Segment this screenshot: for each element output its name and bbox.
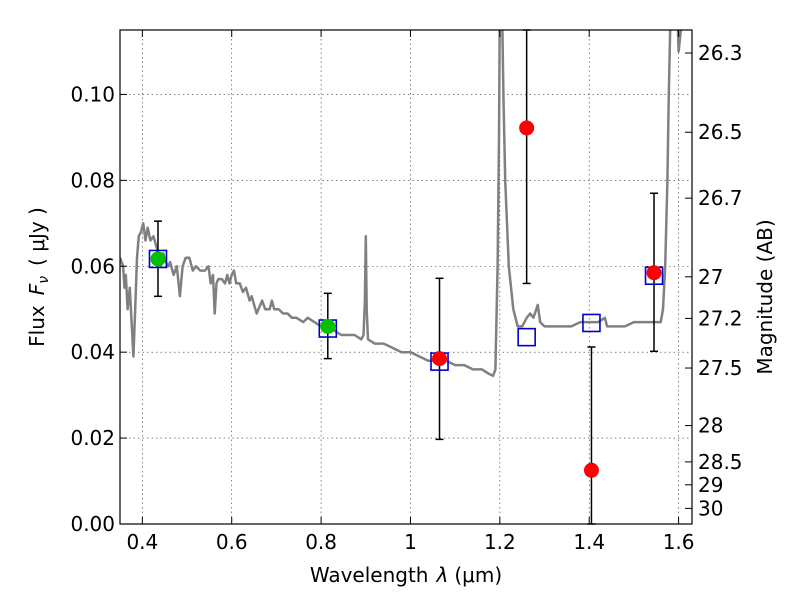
y-tick-label: 0.00 bbox=[70, 512, 115, 536]
spectrum-series bbox=[120, 30, 683, 378]
y-tick-label: 0.04 bbox=[70, 340, 115, 364]
observed-point bbox=[583, 462, 599, 478]
x-tick-label: 1.4 bbox=[573, 530, 605, 554]
y2-tick-label: 26.3 bbox=[698, 41, 743, 65]
y-tick-label: 0.06 bbox=[70, 254, 115, 278]
y-axis-label: FluxFν( μJy ) bbox=[25, 207, 52, 347]
grid-lines bbox=[120, 30, 692, 525]
observed-point bbox=[519, 120, 535, 136]
observed-point bbox=[432, 351, 448, 367]
y2-tick-label: 29 bbox=[698, 473, 723, 497]
x-tick-label: 0.8 bbox=[305, 530, 337, 554]
x-tick-label: 0.6 bbox=[216, 530, 248, 554]
y2-tick-label: 27 bbox=[698, 265, 723, 289]
x-tick-label: 1 bbox=[404, 530, 417, 554]
y2-axis-label: Magnitude (AB) bbox=[753, 219, 777, 374]
y-tick-label: 0.08 bbox=[70, 168, 115, 192]
y2-tick-label: 28.5 bbox=[698, 450, 743, 474]
plot-frame bbox=[119, 29, 693, 525]
y2-tick-label: 26.7 bbox=[698, 186, 743, 210]
y2-tick-label: 27.5 bbox=[698, 356, 743, 380]
y2-tick-label: 28 bbox=[698, 414, 723, 438]
axis-ticks: 0.4 0.6 0.8 1 1.2 1.4 1.6 0.00 0.02 0.04 0.06 0.08 0… bbox=[70, 30, 743, 554]
model-band-marker bbox=[582, 313, 601, 333]
observed-point bbox=[320, 318, 336, 334]
y2-tick-label: 26.5 bbox=[698, 120, 743, 144]
y-tick-label: 0.02 bbox=[70, 426, 115, 450]
data-point-series bbox=[148, 29, 664, 525]
y2-tick-label: 27.2 bbox=[698, 306, 743, 330]
x-axis-label: Wavelength λ (μm) bbox=[310, 563, 502, 587]
x-tick-label: 1.6 bbox=[663, 530, 695, 554]
observed-point bbox=[646, 265, 662, 281]
spectrum-line bbox=[120, 30, 683, 378]
observed-point bbox=[150, 251, 166, 267]
x-tick-label: 0.4 bbox=[126, 530, 158, 554]
x-tick-label: 1.2 bbox=[484, 530, 516, 554]
model-band-marker bbox=[148, 249, 168, 269]
y2-tick-label: 30 bbox=[698, 496, 723, 520]
y-tick-label: 0.10 bbox=[70, 82, 115, 106]
model-band-marker bbox=[517, 327, 536, 347]
